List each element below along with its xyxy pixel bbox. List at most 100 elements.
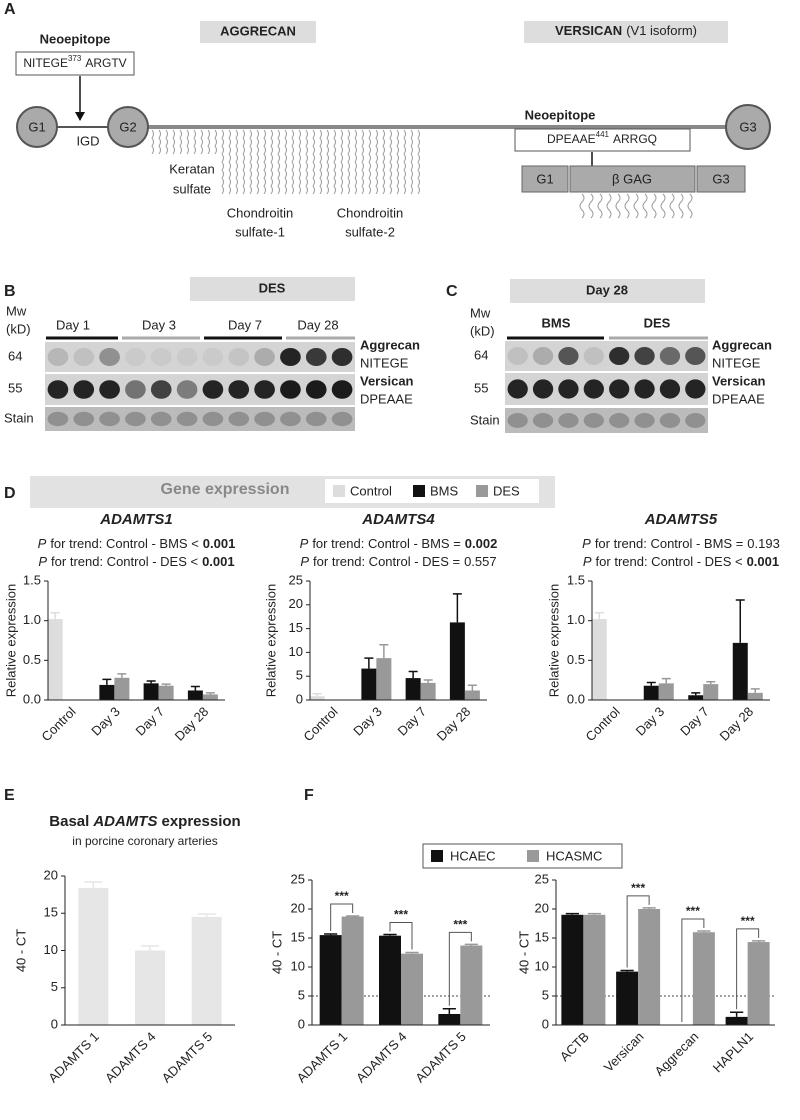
error-bar — [752, 940, 766, 943]
chart-title: Basal ADAMTS expression — [49, 813, 240, 830]
gag-chain — [340, 129, 343, 195]
bar — [732, 642, 748, 700]
bar — [638, 909, 661, 1025]
blot-band — [125, 411, 146, 427]
p-value: 0.002 — [465, 536, 498, 551]
x-tick-label: HAPLN1 — [710, 1029, 756, 1075]
domain — [107, 106, 149, 148]
title-part: expression — [161, 813, 240, 830]
y-tick-label: 10 — [44, 942, 58, 957]
gag-chain — [368, 129, 371, 195]
error-bar — [84, 881, 103, 888]
y-tick-label: 25 — [291, 871, 305, 886]
arrow-head — [75, 112, 85, 121]
p-symbol: P — [38, 554, 47, 569]
legend-swatch — [527, 850, 539, 862]
blot-band — [558, 379, 579, 399]
gag-chain — [597, 193, 603, 219]
blot-band — [228, 380, 250, 399]
blot-header: DES — [259, 280, 286, 295]
blot-label: DPEAAE — [360, 391, 413, 406]
blot-band — [202, 348, 224, 366]
trend-text: for trend: Control - DES < — [596, 554, 743, 569]
blot-label: NITEGE — [712, 355, 761, 370]
blot-band — [150, 411, 172, 427]
blot-band — [73, 411, 95, 427]
chart-title: ADAMTS4 — [361, 511, 435, 528]
gag-chain — [382, 129, 385, 195]
gag-chain — [651, 193, 657, 219]
bar — [420, 682, 436, 700]
gag-chain — [687, 193, 693, 219]
blot-band — [609, 413, 630, 428]
significance-bracket — [626, 895, 650, 968]
y-tick-label: 5 — [298, 987, 305, 1002]
gag-chain — [242, 129, 245, 195]
label-box — [524, 21, 728, 43]
blot-band — [532, 379, 554, 399]
blot-band — [331, 411, 353, 427]
x-tick-label: ADAMTS 5 — [159, 1029, 216, 1086]
gag-chain — [606, 193, 612, 219]
error-bar — [190, 685, 200, 691]
trend-text: for trend: Control - BMS = — [312, 536, 460, 551]
y-tick-label: 15 — [289, 620, 303, 635]
blot-band — [532, 347, 554, 365]
y-axis-label: 40 - CT — [269, 931, 284, 974]
bar — [319, 935, 342, 1025]
domain-label: G3 — [712, 171, 729, 186]
y-tick-label: 10 — [289, 644, 303, 659]
gag-chain — [312, 129, 315, 195]
chart-title: ADAMTS5 — [644, 511, 718, 528]
blot-band — [685, 347, 706, 365]
blot-band — [150, 348, 172, 366]
gag-chain — [207, 129, 210, 155]
y-tick-label: 1.0 — [23, 612, 41, 627]
blot-band — [73, 380, 95, 399]
y-tick-label: 15 — [535, 929, 549, 944]
error-bar — [50, 611, 60, 620]
title-part: Basal — [49, 813, 89, 830]
trend-text: for trend: Control - DES = — [313, 554, 460, 569]
gag-chain — [417, 129, 420, 195]
y-tick-label: 1.0 — [567, 612, 585, 627]
p-value: 0.557 — [464, 554, 497, 569]
blot-band — [228, 348, 250, 366]
legend-label: Control — [350, 483, 392, 498]
versican-name: VERSICAN — [555, 23, 622, 38]
gag-chain — [389, 129, 392, 195]
blot-band — [47, 380, 69, 399]
epitope-sup: 441 — [596, 130, 610, 139]
blot-strip — [45, 374, 355, 405]
blot-band — [331, 348, 353, 366]
error-bar — [646, 681, 656, 686]
epitope-seq: NITEGE — [23, 56, 68, 70]
x-tick-label: Control — [300, 704, 340, 744]
blot-band — [305, 380, 327, 399]
p-symbol: P — [582, 536, 591, 551]
bar — [191, 916, 222, 1025]
x-tick-label: ADAMTS 4 — [353, 1029, 410, 1086]
bar — [47, 619, 63, 700]
bar — [361, 668, 377, 700]
y-tick-label: 0.5 — [567, 652, 585, 667]
panel-letter: D — [4, 485, 16, 502]
y-tick-label: 0 — [51, 1016, 58, 1031]
mw-label: (kD) — [6, 321, 31, 336]
error-bar — [117, 673, 127, 678]
significance-bracket — [389, 922, 413, 950]
bar — [616, 971, 639, 1025]
legend-swatch — [431, 850, 443, 862]
p-symbol: P — [300, 554, 309, 569]
significance-label: *** — [741, 914, 755, 928]
y-tick-label: 0.0 — [23, 691, 41, 706]
blot-band — [634, 379, 655, 399]
error-bar — [346, 915, 360, 917]
bar — [591, 619, 607, 700]
y-tick-label: 0.0 — [567, 691, 585, 706]
bar — [460, 945, 483, 1025]
panel-letter: A — [4, 1, 16, 18]
y-tick-label: 20 — [289, 596, 303, 611]
